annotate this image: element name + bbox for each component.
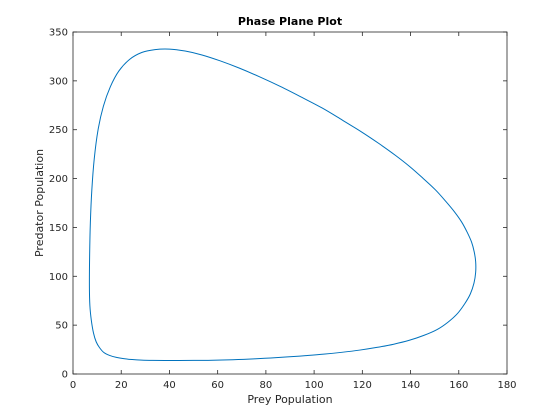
tick-group	[72, 31, 508, 375]
x-tick-label: 20	[115, 380, 128, 391]
phase-trajectory-line	[88, 48, 477, 362]
y-tick-label: 100	[49, 272, 68, 283]
y-tick-label: 300	[49, 76, 68, 87]
x-tick-labels: 0 20 40 60 80 100 120 140 160 180	[70, 380, 517, 391]
y-tick-labels: 0 50 100 150 200 250 300 350	[49, 28, 68, 381]
y-tick-label: 50	[55, 321, 68, 332]
y-axis-label: Predator Population	[33, 149, 46, 257]
y-tick-label: 200	[49, 174, 68, 185]
plot-area	[73, 32, 507, 374]
axes-box	[72, 31, 508, 375]
y-tick-label: 250	[49, 125, 68, 136]
x-tick-label: 120	[353, 380, 372, 391]
chart-title: Phase Plane Plot	[238, 15, 342, 28]
y-tick-label: 0	[62, 370, 68, 381]
x-tick-label: 140	[401, 380, 420, 391]
x-tick-label: 160	[449, 380, 468, 391]
x-tick-label: 100	[305, 380, 324, 391]
x-axis-label: Prey Population	[247, 393, 332, 406]
x-tick-label: 60	[211, 380, 224, 391]
x-tick-label: 40	[163, 380, 176, 391]
x-tick-label: 80	[260, 380, 273, 391]
x-tick-label: 180	[497, 380, 516, 391]
x-tick-label: 0	[70, 380, 76, 391]
y-tick-label: 350	[49, 28, 68, 39]
y-tick-label: 150	[49, 223, 68, 234]
